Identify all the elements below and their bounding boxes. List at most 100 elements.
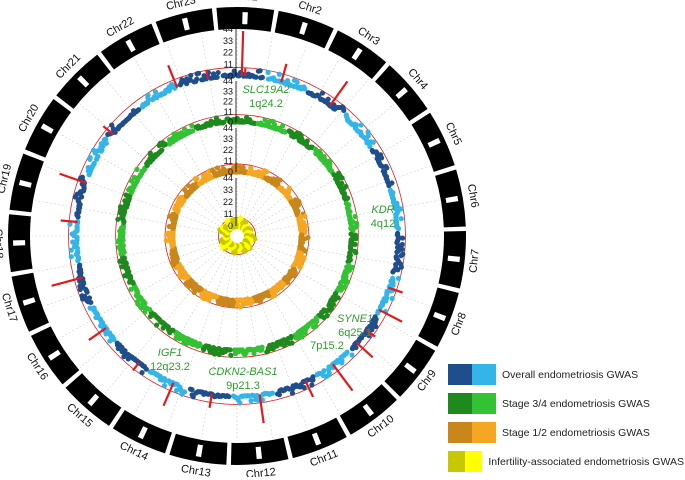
axis-tick-label: 11 (224, 209, 233, 219)
significant-hit (242, 31, 243, 76)
legend-swatch-light (472, 364, 496, 385)
snp-point (69, 254, 74, 259)
axis-tick-label: 22 (223, 48, 233, 58)
snp-point (231, 393, 236, 398)
snp-point (320, 90, 325, 95)
snp-point (79, 293, 84, 298)
snp-point (353, 214, 358, 219)
axis-tick-label: 22 (223, 197, 233, 207)
significant-hit (379, 310, 402, 322)
snp-point (248, 398, 253, 403)
chromosome-label: Chr13 (180, 463, 212, 477)
chromosome-label: Chr1 (234, 0, 258, 3)
snp-point (196, 71, 201, 76)
legend-swatch-dark (448, 451, 465, 472)
snp-point (277, 72, 282, 77)
snp-point (266, 70, 271, 75)
chromosome-label: Chr8 (449, 311, 469, 338)
legend-swatch-light (465, 451, 482, 472)
snp-point (159, 148, 164, 153)
significant-hit (356, 343, 372, 358)
grid-spoke (249, 238, 439, 272)
axis-tick-label: 44 (223, 76, 233, 86)
axis-tick-label: 11 (224, 156, 233, 166)
grid-spoke (201, 248, 235, 438)
snp-point (290, 391, 295, 396)
annotation-locus: 6q25.1 (338, 327, 372, 339)
axis-tick-label: 22 (223, 145, 233, 155)
chromosome-label: Chr12 (245, 466, 276, 477)
axis-tick-label: 33 (223, 185, 233, 195)
chromosome-label: Chr18 (0, 228, 5, 258)
snp-point (216, 70, 221, 75)
chromosome-label: Chr19 (0, 163, 14, 195)
centromere-mark (242, 12, 248, 24)
chromosome-label: Chr6 (465, 183, 481, 209)
snp-point (293, 335, 298, 340)
legend-item-overall: Overall endometriosis GWAS (448, 364, 684, 385)
significant-hit (333, 364, 353, 390)
snp-point (264, 169, 269, 174)
snp-point (80, 175, 85, 180)
snp-point (77, 263, 82, 268)
annotation-gene: KDR (371, 204, 394, 216)
axis-tick-label: 33 (223, 86, 233, 96)
snp-point (341, 108, 346, 113)
snp-point (154, 323, 159, 328)
snp-point (396, 226, 401, 231)
legend-item-infertility: Infertility-associated endometriosis GWA… (448, 451, 684, 472)
legend: Overall endometriosis GWAS Stage 3/4 end… (448, 364, 684, 480)
snp-point (398, 253, 403, 258)
snp-point (359, 122, 364, 127)
snp-point (295, 80, 300, 85)
annotation-gene: CDKN2-BAS1 (208, 366, 277, 378)
snp-point (107, 338, 112, 343)
legend-label: Stage 3/4 endometriosis GWAS (502, 398, 650, 410)
legend-label: Overall endometriosis GWAS (502, 369, 638, 381)
snp-point (162, 383, 167, 388)
track-3 (217, 216, 257, 256)
grid-spoke (239, 248, 273, 438)
snp-point (390, 269, 395, 274)
legend-item-stage12: Stage 1/2 endometriosis GWAS (448, 422, 684, 443)
legend-swatch-light (472, 422, 496, 443)
snp-point (353, 250, 358, 255)
annotation-locus: 7p15.2 (310, 340, 344, 352)
snp-point (174, 388, 179, 393)
grid-spoke (249, 200, 439, 234)
snp-point (103, 136, 108, 141)
snp-point (371, 140, 376, 145)
snp-point (386, 183, 391, 188)
snp-point (134, 167, 139, 172)
axis-tick-label: 0 (228, 221, 233, 231)
snp-point (87, 306, 92, 311)
snp-point (182, 187, 187, 192)
snp-point (190, 392, 195, 397)
axis-tick-label: 11 (224, 107, 233, 117)
centromere-mark (13, 240, 25, 246)
snp-point (399, 216, 404, 221)
legend-label: Stage 1/2 endometriosis GWAS (502, 427, 650, 439)
snp-point (232, 222, 238, 228)
snp-point (349, 352, 354, 357)
snp-point (253, 75, 258, 80)
legend-swatch-dark (448, 393, 472, 414)
chromosome-label: Chr23 (165, 0, 197, 13)
track-2 (164, 163, 311, 310)
chromosome-label: Chr7 (467, 249, 481, 274)
axis-tick-label: 44 (223, 24, 233, 34)
axis-tick-label: 33 (223, 36, 233, 46)
grid-spoke (35, 200, 225, 234)
snp-point (309, 382, 314, 387)
snp-point (302, 86, 307, 91)
grid-spoke (35, 238, 225, 272)
snp-point (302, 214, 307, 219)
annotation-locus: 9p21.3 (226, 380, 260, 392)
snp-point (88, 155, 93, 160)
snp-point (145, 93, 150, 98)
annotation-locus: 1q24.2 (249, 98, 283, 110)
snp-point (232, 347, 237, 352)
legend-swatch-dark (448, 364, 472, 385)
legend-label: Infertility-associated endometriosis GWA… (488, 456, 684, 468)
